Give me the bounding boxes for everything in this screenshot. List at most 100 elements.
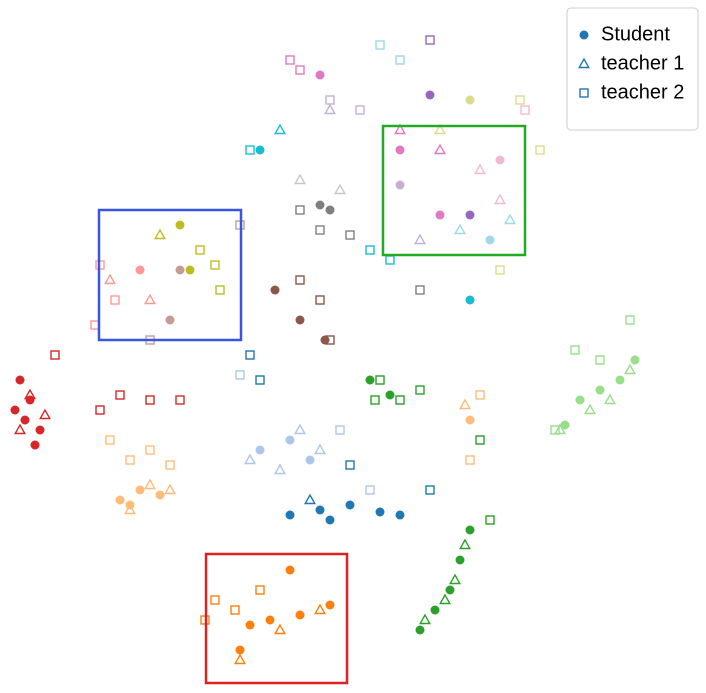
point <box>385 255 395 265</box>
legend-box <box>566 7 699 131</box>
point <box>144 478 156 490</box>
point <box>459 538 471 550</box>
highlight-box-red <box>204 552 349 685</box>
legend: Student teacher 1 teacher 2 <box>566 7 699 131</box>
point <box>445 585 455 595</box>
point <box>255 375 265 385</box>
point <box>465 210 475 220</box>
point <box>335 425 345 435</box>
point <box>465 415 475 425</box>
point <box>475 435 485 445</box>
point <box>175 395 185 405</box>
point <box>595 385 605 395</box>
point <box>375 375 385 385</box>
point <box>425 90 435 100</box>
point <box>504 213 516 225</box>
point <box>145 395 155 405</box>
point <box>334 183 346 195</box>
legend-label: teacher 1 <box>601 52 684 74</box>
legend-marker <box>578 57 590 69</box>
point <box>155 490 165 500</box>
point <box>245 145 255 155</box>
point <box>25 395 35 405</box>
point <box>210 595 220 605</box>
point <box>570 345 580 355</box>
point <box>325 95 335 105</box>
point <box>315 70 325 80</box>
point <box>475 390 485 400</box>
point <box>320 335 330 345</box>
point <box>395 510 405 520</box>
highlight-box-blue <box>97 208 243 342</box>
point <box>575 395 585 405</box>
point <box>435 210 445 220</box>
point <box>474 163 486 175</box>
point <box>175 220 185 230</box>
point <box>425 35 435 45</box>
point <box>15 375 25 385</box>
legend-marker <box>579 88 589 98</box>
point <box>285 565 295 575</box>
point <box>124 503 136 515</box>
point <box>459 398 471 410</box>
point <box>595 355 605 365</box>
point <box>285 435 295 445</box>
point <box>104 273 116 285</box>
point <box>465 95 475 105</box>
point <box>245 620 255 630</box>
point <box>449 573 461 585</box>
point <box>215 285 225 295</box>
point <box>415 385 425 395</box>
point <box>415 285 425 295</box>
point <box>315 295 325 305</box>
point <box>365 375 375 385</box>
point <box>295 65 305 75</box>
point <box>584 403 596 415</box>
point <box>39 408 51 420</box>
point <box>295 315 305 325</box>
point <box>110 295 120 305</box>
legend-label: teacher 2 <box>601 81 684 103</box>
point <box>554 423 566 435</box>
point <box>105 435 115 445</box>
point <box>430 605 440 615</box>
point <box>560 420 570 430</box>
point <box>50 350 60 360</box>
point <box>274 623 286 635</box>
point <box>495 265 505 275</box>
point <box>314 603 326 615</box>
point <box>30 440 40 450</box>
point <box>255 145 265 155</box>
point <box>255 585 265 595</box>
point <box>164 483 176 495</box>
point <box>324 103 336 115</box>
point <box>14 423 26 435</box>
point <box>434 123 446 135</box>
point <box>175 265 185 275</box>
point <box>615 375 625 385</box>
point <box>185 265 195 275</box>
point <box>10 405 20 415</box>
point <box>385 390 395 400</box>
point <box>295 205 305 215</box>
point <box>230 605 240 615</box>
point <box>395 145 405 155</box>
point <box>345 500 355 510</box>
point <box>520 105 530 115</box>
point <box>395 395 405 405</box>
point <box>604 393 616 405</box>
point <box>630 355 640 365</box>
point <box>295 610 305 620</box>
point <box>439 593 451 605</box>
point <box>115 390 125 400</box>
point <box>395 55 405 65</box>
point <box>345 230 355 240</box>
point <box>244 453 256 465</box>
point <box>625 315 635 325</box>
point <box>345 460 355 470</box>
point <box>485 235 495 245</box>
point <box>465 455 475 465</box>
point <box>314 443 326 455</box>
point <box>274 463 286 475</box>
point <box>165 460 175 470</box>
